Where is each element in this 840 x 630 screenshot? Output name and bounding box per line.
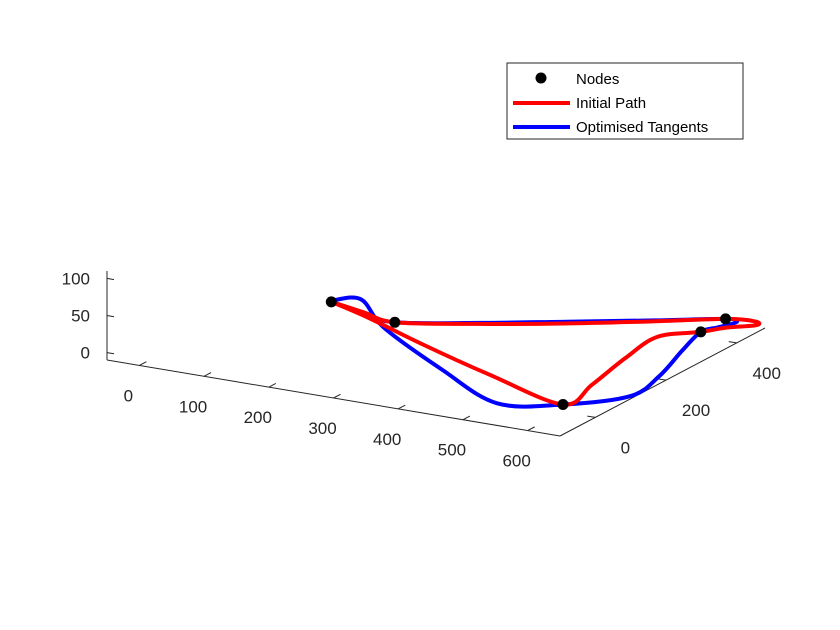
x-tick-mark	[462, 415, 471, 421]
node-marker	[695, 326, 707, 338]
x-tick-mark	[527, 426, 535, 432]
node-marker	[720, 313, 732, 325]
node-marker	[557, 399, 569, 411]
x-tick-mark	[397, 404, 406, 410]
z-tick-label: 50	[71, 307, 90, 326]
y-tick-label: 0	[621, 438, 630, 457]
y-axis-line	[559, 327, 766, 437]
series-line-initial-path	[329, 299, 762, 407]
legend-label-nodes: Nodes	[576, 71, 619, 88]
z-tick-mark	[106, 315, 115, 318]
series-layer	[329, 295, 762, 409]
x-tick-label: 600	[502, 452, 530, 471]
x-tick-mark	[333, 393, 341, 399]
legend: Nodes Initial Path Optimised Tangents	[506, 62, 744, 140]
x-tick-label: 500	[438, 441, 466, 460]
z-tick-mark	[106, 352, 115, 355]
node-marker	[325, 296, 337, 308]
y-tick-mark	[587, 415, 596, 418]
legend-label-optimised-tangents: Optimised Tangents	[576, 119, 708, 136]
x-tick-label: 100	[179, 397, 207, 416]
z-tick-label: 100	[62, 269, 90, 288]
x-tick-mark	[268, 383, 277, 388]
z-tick-mark	[106, 277, 115, 281]
x-tick-mark	[139, 361, 147, 366]
nodes-layer	[325, 296, 732, 411]
y-tick-label: 400	[753, 364, 781, 383]
legend-nodes-marker	[535, 72, 547, 84]
z-tick-label: 0	[81, 344, 90, 363]
x-tick-label: 400	[373, 430, 401, 449]
tick-layer: 0 100 200 300 400 500 600 0 200 400 0 50 100	[62, 269, 781, 470]
y-tick-label: 200	[682, 401, 710, 420]
y-tick-mark	[728, 341, 737, 344]
x-tick-label: 300	[308, 419, 336, 438]
legend-label-initial-path: Initial Path	[576, 95, 646, 112]
x-tick-label: 0	[124, 386, 133, 405]
x-tick-label: 200	[244, 408, 272, 427]
node-marker	[389, 316, 401, 328]
y-tick-mark	[657, 378, 667, 381]
x-tick-mark	[203, 372, 212, 377]
